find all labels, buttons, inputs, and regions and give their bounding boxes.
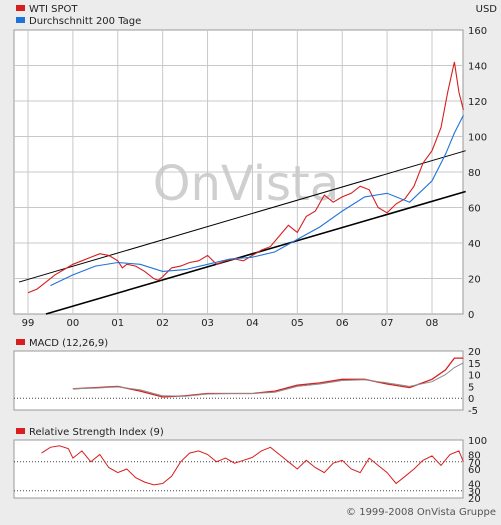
y-tick-label: 30 bbox=[468, 487, 481, 498]
rsi-plot-area bbox=[13, 439, 464, 499]
x-tick-label: 00 bbox=[67, 318, 80, 329]
y-tick-label: 100 bbox=[468, 133, 487, 144]
legend-label: Durchschnitt 200 Tage bbox=[29, 16, 141, 27]
currency-label: USD bbox=[476, 4, 498, 15]
series-line-ma200 bbox=[50, 114, 464, 287]
x-tick-label: 04 bbox=[246, 318, 259, 329]
x-tick-label: 06 bbox=[336, 318, 349, 329]
y-tick-label: 40 bbox=[468, 480, 481, 491]
y-tick-label: 60 bbox=[468, 465, 481, 476]
series-line-wti-spot bbox=[27, 61, 464, 294]
legend-swatch bbox=[16, 428, 25, 434]
y-tick-label: 5 bbox=[468, 382, 474, 393]
y-tick-label: 80 bbox=[468, 168, 481, 179]
legend-swatch bbox=[16, 339, 25, 345]
x-tick-label: 99 bbox=[22, 318, 35, 329]
series-line-rsi bbox=[41, 445, 464, 486]
watermark-logo: OnVista bbox=[153, 156, 340, 212]
copyright-text: © 1999-2008 OnVista Gruppe bbox=[346, 507, 496, 518]
legend-label: MACD (12,26,9) bbox=[29, 338, 108, 349]
y-tick-label: 40 bbox=[468, 239, 481, 250]
legend-swatch bbox=[16, 5, 25, 11]
y-tick-label: -5 bbox=[468, 406, 478, 417]
y-tick-label: 60 bbox=[468, 204, 481, 215]
y-tick-label: 80 bbox=[468, 451, 481, 462]
x-tick-label: 03 bbox=[201, 318, 214, 329]
x-tick-label: 08 bbox=[426, 318, 439, 329]
series-line-macd bbox=[72, 357, 464, 398]
y-tick-label: 70 bbox=[468, 458, 481, 469]
y-tick-label: 120 bbox=[468, 97, 487, 108]
y-tick-label: 20 bbox=[468, 494, 481, 505]
y-tick-label: 140 bbox=[468, 62, 487, 73]
legend-label: Relative Strength Index (9) bbox=[29, 427, 164, 438]
y-tick-label: 100 bbox=[468, 436, 487, 447]
x-tick-label: 05 bbox=[291, 318, 304, 329]
y-tick-label: 0 bbox=[468, 310, 474, 321]
y-tick-label: 20 bbox=[468, 275, 481, 286]
y-tick-label: 15 bbox=[468, 359, 481, 370]
macd-plot-area bbox=[13, 350, 464, 411]
x-tick-label: 07 bbox=[381, 318, 394, 329]
trendline bbox=[18, 150, 466, 283]
legend-label: WTI SPOT bbox=[29, 4, 78, 15]
y-tick-label: 0 bbox=[468, 394, 474, 405]
x-tick-label: 02 bbox=[156, 318, 169, 329]
y-tick-label: 20 bbox=[468, 347, 481, 358]
y-tick-label: 160 bbox=[468, 26, 487, 37]
y-tick-label: 10 bbox=[468, 371, 481, 382]
series-line-signal bbox=[72, 362, 464, 397]
legend-swatch bbox=[16, 17, 25, 23]
x-tick-label: 01 bbox=[111, 318, 124, 329]
